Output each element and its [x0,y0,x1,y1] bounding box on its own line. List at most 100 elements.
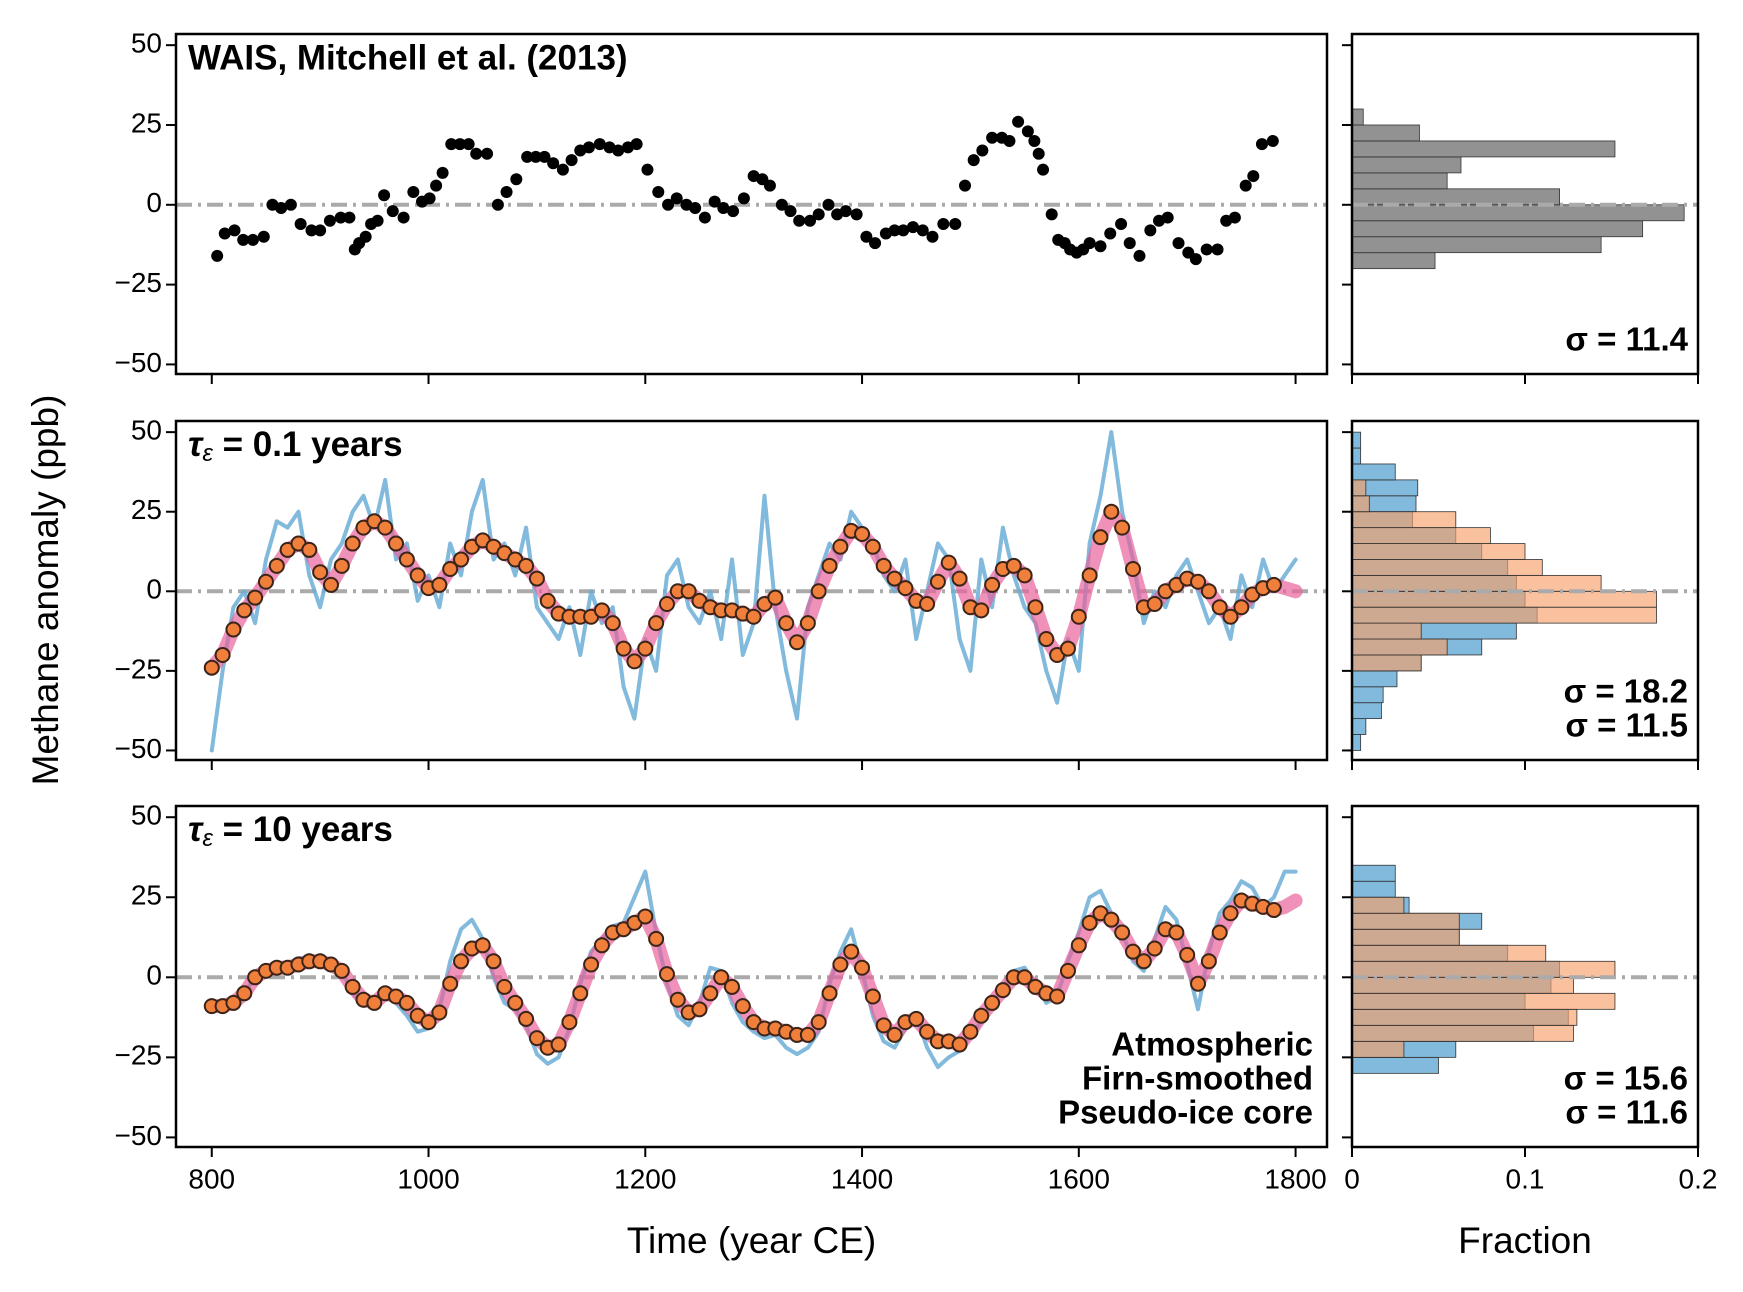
point [652,186,665,199]
legend-entry: Atmospheric [1111,1026,1313,1063]
y-tick-label: 0 [146,187,162,218]
pseudo-point [333,962,350,979]
point [1255,138,1268,151]
point [1200,243,1213,256]
point [1037,163,1050,176]
pseudo-point [669,991,686,1008]
point [737,192,750,205]
pseudo-point [301,541,318,558]
pseudo-point [1146,596,1163,613]
pseudo-point [593,602,610,619]
hist-bar [1352,156,1462,174]
sigma-annotation: σ = 11.4 [1565,321,1688,358]
plot-area [176,115,1327,266]
pseudo-point [821,557,838,574]
x-tick-label: 1200 [614,1163,676,1194]
pseudo-point [409,567,426,584]
point [1021,125,1034,138]
point [1228,211,1241,224]
point [556,163,569,176]
pseudo-point [897,580,914,597]
pseudo-point [1265,902,1282,919]
point [630,138,643,151]
pseudo-point [1081,567,1098,584]
point [343,211,356,224]
point [211,249,224,262]
point [1161,211,1174,224]
pseudo-point [940,554,957,571]
point [1247,170,1260,183]
y-tick-label: 50 [131,415,162,446]
pseudo-point [420,1014,437,1031]
point [430,179,443,192]
hist-bar [1352,1040,1405,1058]
point [529,150,542,163]
point [1012,115,1025,128]
pseudo-point [453,953,470,970]
hist-bar [1352,702,1382,720]
point [662,198,675,211]
pseudo-point [810,1014,827,1031]
pseudo-point [322,576,339,593]
point [237,233,250,246]
pseudo-point [691,1001,708,1018]
pseudo-point [658,596,675,613]
hist-bar [1352,463,1396,481]
point [775,198,788,211]
hist-bar [1352,686,1384,704]
title-text: = 10 years [213,810,393,849]
point [323,214,336,227]
hist-bar [1352,606,1657,624]
pseudo-point [344,978,361,995]
pseudo-point [1114,519,1131,536]
pseudo-point [1059,640,1076,657]
pseudo-point [658,966,675,983]
pseudo-point [789,634,806,651]
point [839,205,852,218]
pseudo-point [388,535,405,552]
pseudo-point [875,1017,892,1034]
hist-bar [1352,511,1457,529]
pseudo-point [225,621,242,638]
point [407,186,420,199]
y-tick-label: −50 [115,347,163,378]
pseudo-point [864,538,881,555]
point [1266,134,1279,147]
pseudo-point [1092,529,1109,546]
pseudo-point [973,1007,990,1024]
hist-bar [1352,864,1396,882]
point [218,227,231,240]
y-tick-label: 25 [131,494,162,525]
point [436,166,449,179]
point [423,192,436,205]
point [1094,240,1107,253]
pseudo-point [507,994,524,1011]
plot-area [1352,108,1698,270]
point [793,214,806,227]
hist-bar [1352,670,1398,688]
y-tick-label: 25 [131,880,162,911]
hist-bar [1352,928,1460,946]
pseudo-point [398,994,415,1011]
pseudo-point [550,1036,567,1053]
sigma-annotation: σ = 15.6 [1564,1060,1688,1097]
pseudo-point [312,564,329,581]
plot-area [1352,864,1698,1074]
hist-bar [1352,559,1543,576]
point [334,211,347,224]
pseudo-point [1081,914,1098,931]
pseudo-point [734,998,751,1015]
point [359,230,372,243]
title-symbol: τ [188,425,204,464]
pseudo-point [951,570,968,587]
point [1083,237,1096,250]
title-symbol: τ [188,810,204,849]
hist-bar [1352,718,1367,735]
x-tick-label: 1400 [831,1163,893,1194]
x-axis-label: Fraction [1458,1220,1592,1261]
hist-bar [1352,1056,1439,1074]
x-tick-label: 0 [1344,1163,1360,1194]
point [850,208,863,221]
pseudo-point [1059,962,1076,979]
